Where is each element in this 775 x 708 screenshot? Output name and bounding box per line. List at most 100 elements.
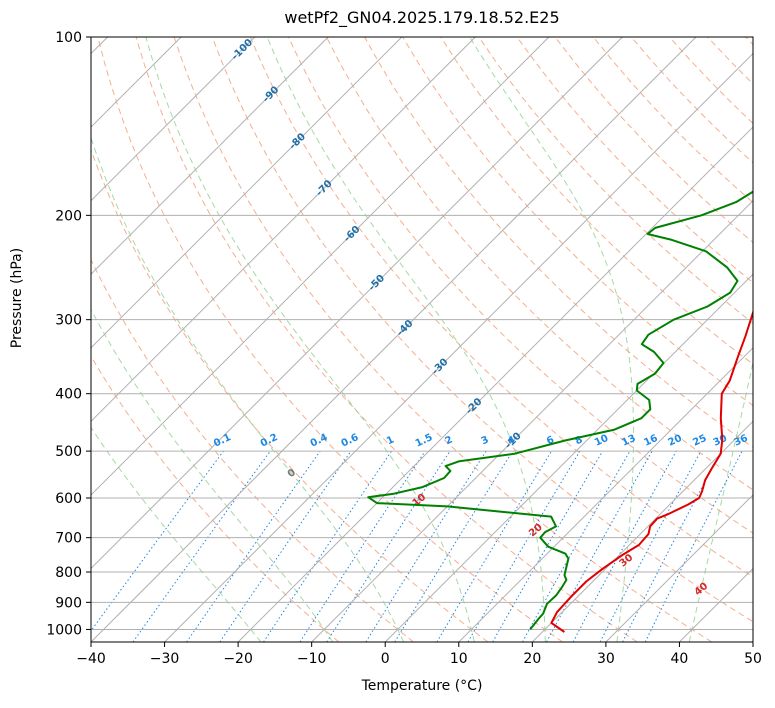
mixing-ratio-line [394,450,514,642]
mixing-ratio-label: 0.2 [259,432,280,449]
x-tick-label: −10 [297,651,327,667]
isotherm-line [752,641,753,642]
moist-adiabat [91,136,405,642]
x-tick-label: −30 [150,651,180,667]
dry-adiabat [440,37,753,365]
dry-adiabat [91,355,340,642]
dry-adiabat [592,37,753,204]
moist-adiabat [91,426,262,642]
moist-adiabat [469,37,634,642]
isotherm-label: -70 [314,178,335,199]
mixing-ratio-label: 4 [506,434,517,447]
moist-adiabat-label: 40 [693,581,711,598]
mixing-ratio-line [644,450,743,642]
mixing-ratio-line [365,450,487,642]
isotherm-line [91,37,476,423]
mixing-ratio-label: 20 [667,433,684,449]
plot-frame [90,36,754,643]
dry-adiabat [211,37,753,623]
isotherm-line [91,37,329,275]
dry-adiabat [97,37,563,642]
mixing-ratio-label: 0.1 [212,432,233,449]
y-axis-label: Pressure (hPa) [9,247,25,349]
x-tick-label: 0 [381,651,390,667]
y-tick-label: 800 [55,565,82,581]
isotherm-line [91,37,697,642]
dry-adiabat [554,37,753,244]
mixing-ratio-line [132,450,271,642]
y-tick-label: 600 [55,491,82,507]
x-tick-label: 10 [450,651,468,667]
isotherm-label: -90 [261,84,282,105]
moist-adiabat-label: 0 [286,467,298,480]
x-axis-label: Temperature (°C) [361,678,483,694]
temperature-profile [550,309,753,633]
mixing-ratio-label: 0.6 [340,432,361,449]
mixing-ratio-label: 25 [691,433,708,449]
dry-adiabat [173,37,713,642]
isotherm-line [91,37,550,496]
isotherm-line [605,494,753,642]
x-tick-label: 20 [523,651,541,667]
mixing-ratio-label: 2 [443,434,454,447]
x-tick-label: 40 [671,651,689,667]
y-tick-label: 700 [55,531,82,547]
isotherm-line [531,420,753,642]
isotherm-line [311,199,753,642]
moist-adiabat [91,308,334,642]
isotherm-line [458,347,753,642]
y-tick-label: 300 [55,313,82,329]
mixing-ratio-label: 30 [712,433,729,449]
x-tick-label: −20 [223,651,253,667]
moist-adiabat [688,360,753,642]
x-tick-label: 30 [597,651,615,667]
dry-adiabat [91,148,489,642]
isotherm-line [164,52,753,642]
x-tick-label: 50 [744,651,762,667]
mixing-ratio-line [546,450,653,642]
isotherm-line [384,273,753,642]
mixing-ratio-line [436,450,552,642]
mixing-ratio-line [522,450,631,642]
isotherm-line [679,567,753,642]
isotherm-label: -50 [367,273,388,294]
y-tick-label: 1000 [46,622,82,638]
isotherm-line [91,37,256,202]
dry-adiabat [326,37,753,491]
mixing-ratio-label: 1 [385,434,396,447]
isotherm-label: -20 [464,396,485,417]
isotherm-line [237,126,753,642]
y-tick-label: 900 [55,595,82,611]
x-tick-label: −40 [76,651,106,667]
mixing-ratio-line [326,450,451,642]
y-tick-label: 400 [55,387,82,403]
mixing-ratio-label: 3 [480,434,491,447]
dry-adiabat [745,37,753,46]
isotherm-line [91,37,403,349]
chart-title: wetPf2_GN04.2025.179.18.52.E25 [284,8,560,27]
moist-adiabat-label: 30 [618,552,636,569]
y-tick-label: 500 [55,444,82,460]
dry-adiabat [707,37,753,85]
mixing-ratio-line [263,450,392,642]
mixing-ratio-line [299,450,426,642]
plot-area: -100-90-80-70-60-50-40-30-20-100.1 0.2 0.4… [91,37,753,642]
dry-adiabat [91,258,414,642]
mixing-ratio-label: 8 [573,434,584,447]
dry-adiabat [249,37,753,578]
dry-adiabat [135,37,638,642]
dry-adiabat [287,37,753,534]
mixing-ratio-line [599,450,702,642]
mixing-ratio-line [186,450,321,642]
y-tick-label: 100 [55,30,82,46]
moist-adiabat [266,37,546,642]
mixing-ratio-label: 36 [732,433,749,449]
mixing-ratio-line [219,450,352,642]
mixing-ratio-label: 0.4 [309,432,330,449]
mixing-ratio-line [91,450,224,632]
mixing-ratio-label: 6 [545,434,556,447]
mixing-ratio-label: 13 [620,433,637,449]
moist-adiabat [145,37,475,642]
mixing-ratio-label: 1.5 [414,432,435,449]
